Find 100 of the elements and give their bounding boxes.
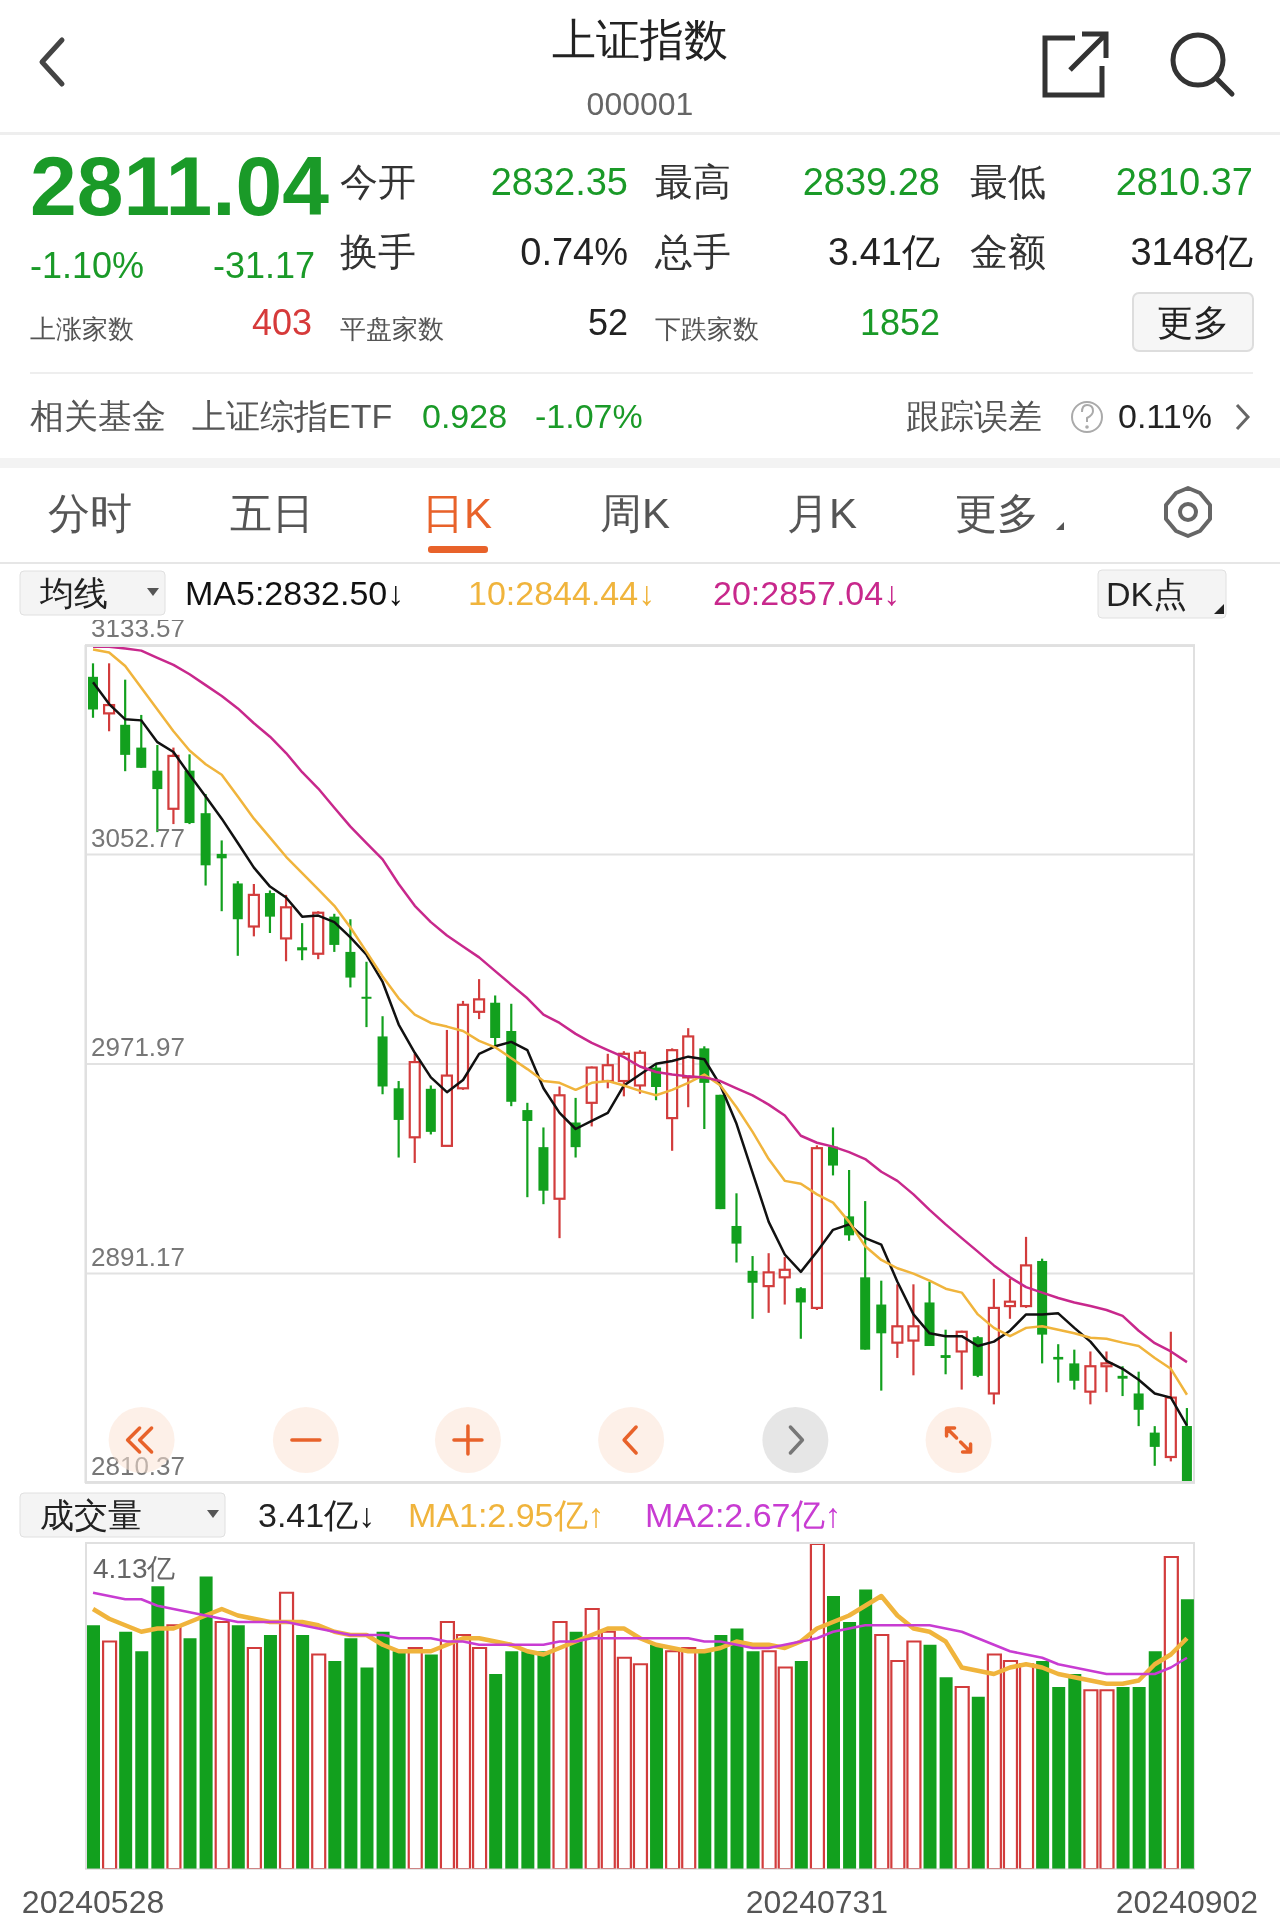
text: 2810.37 <box>1115 161 1253 203</box>
bar <box>1132 1687 1146 1869</box>
text: 最低 <box>970 161 1046 203</box>
bar <box>1180 1599 1194 1869</box>
bar <box>214 1620 230 1869</box>
bar <box>231 1625 245 1869</box>
bar <box>360 1667 374 1869</box>
text: MA5:2832.50↓ <box>185 574 405 612</box>
bar <box>199 1576 213 1869</box>
text: 10:2844.44↓ <box>468 574 656 612</box>
bar <box>794 1661 808 1869</box>
bar <box>505 1651 519 1869</box>
bar <box>939 1677 953 1869</box>
y-tick-label: 2971.97 <box>91 1032 185 1062</box>
bar <box>87 1625 100 1869</box>
bar <box>119 1631 133 1869</box>
bar <box>183 1638 197 1869</box>
text: 3.41亿↓ <box>258 1496 376 1534</box>
bar <box>407 1646 423 1869</box>
bar <box>376 1631 390 1869</box>
legend-title: 成交量 <box>40 1496 142 1534</box>
bar <box>569 1631 583 1869</box>
text: 2839.28 <box>802 161 940 203</box>
x-tick-label: 20240528 <box>21 1884 165 1920</box>
bar <box>714 1635 728 1869</box>
text: MA1:2.95亿↑ <box>408 1496 605 1534</box>
bar <box>135 1651 149 1869</box>
text: -31.17 <box>212 245 315 286</box>
bar <box>971 1696 985 1869</box>
text: 0.11% <box>1118 397 1212 435</box>
text: 0.74% <box>520 231 628 273</box>
bar <box>246 1646 262 1869</box>
text: 今开 <box>340 161 416 203</box>
bar <box>698 1651 712 1869</box>
text: -1.10% <box>30 245 145 286</box>
bar <box>521 1651 535 1869</box>
bar <box>827 1596 840 1869</box>
text: 52 <box>587 302 628 343</box>
text: 20:2857.04↓ <box>713 574 901 612</box>
y-tick-label: 2891.17 <box>91 1241 185 1272</box>
text: 2832.35 <box>490 161 628 203</box>
text: 3148亿 <box>1130 231 1253 273</box>
bar <box>1036 1661 1050 1869</box>
text: MA2:2.67亿↑ <box>645 1496 842 1534</box>
text: 更多 <box>1157 302 1229 343</box>
bar <box>746 1651 760 1869</box>
bar <box>1148 1651 1162 1869</box>
text: 平盘家数 <box>340 314 444 344</box>
annotation: 4.13亿 <box>93 1553 176 1584</box>
bar <box>344 1638 358 1869</box>
bar <box>552 1620 568 1869</box>
bar <box>311 1653 327 1869</box>
text: 403 <box>251 302 312 343</box>
y-tick-label: 3052.77 <box>91 822 185 853</box>
bar <box>1163 1555 1179 1869</box>
text: 上涨家数 <box>30 314 134 344</box>
bar <box>328 1661 342 1869</box>
bar <box>843 1622 857 1869</box>
text: 最高 <box>655 161 731 203</box>
text: 周K <box>600 490 671 537</box>
bar <box>166 1624 182 1869</box>
bar <box>859 1589 873 1869</box>
bar <box>296 1635 310 1869</box>
text: 月K <box>787 490 858 537</box>
x-tick-label: 20240902 <box>1115 1884 1259 1920</box>
text: 1852 <box>859 302 940 343</box>
x-tick-label: 20240731 <box>745 1884 889 1920</box>
bar <box>151 1586 165 1869</box>
bar <box>954 1685 970 1869</box>
text: 换手 <box>340 231 416 273</box>
text: 上证综指ETF <box>192 397 393 435</box>
bar <box>1068 1674 1082 1869</box>
text: 000001 <box>586 86 694 122</box>
bar <box>1052 1687 1066 1869</box>
text: 分时 <box>48 490 132 537</box>
text: 上证指数 <box>552 15 728 64</box>
text: 跟踪误差 <box>906 397 1042 435</box>
bar <box>263 1635 277 1869</box>
text: 3.41亿 <box>828 231 940 273</box>
bar <box>392 1651 406 1869</box>
bar <box>923 1644 937 1869</box>
bar <box>1116 1687 1130 1869</box>
bar <box>730 1628 744 1869</box>
bar <box>650 1644 664 1869</box>
bar <box>489 1674 503 1869</box>
text: 五日 <box>230 490 314 537</box>
legend-title: 均线 <box>39 574 108 612</box>
bar <box>537 1651 551 1869</box>
text: -1.07% <box>535 397 643 435</box>
text: 下跌家数 <box>655 314 759 344</box>
text: 更多 <box>955 490 1039 537</box>
y-tick-label: 2810.37 <box>91 1451 185 1481</box>
text: 0.928 <box>422 397 508 435</box>
text: 2811.04 <box>30 139 330 233</box>
text: 总手 <box>654 231 731 273</box>
bar <box>424 1654 438 1869</box>
text: 相关基金 <box>30 397 166 435</box>
text: 金额 <box>970 231 1046 273</box>
text: DK点 <box>1106 575 1188 613</box>
text: 日K <box>422 490 493 537</box>
